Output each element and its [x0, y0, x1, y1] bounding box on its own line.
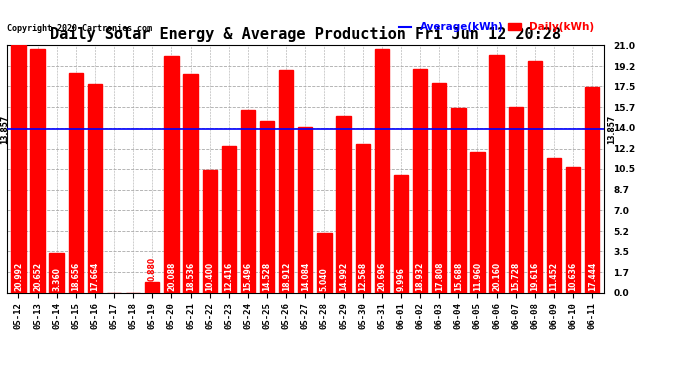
Text: 15.688: 15.688: [454, 262, 463, 291]
Text: 20.696: 20.696: [377, 262, 386, 291]
Bar: [317, 233, 332, 292]
Bar: [451, 108, 466, 292]
Bar: [30, 49, 45, 292]
Text: 15.728: 15.728: [511, 262, 520, 291]
Title: Daily Solar Energy & Average Production Fri Jun 12 20:28: Daily Solar Energy & Average Production …: [50, 27, 561, 42]
Bar: [164, 56, 179, 292]
Text: 11.960: 11.960: [473, 262, 482, 291]
Text: 20.992: 20.992: [14, 262, 23, 291]
Text: 12.416: 12.416: [224, 262, 233, 291]
Bar: [50, 253, 63, 292]
Bar: [375, 49, 389, 292]
Bar: [547, 158, 561, 292]
Bar: [585, 87, 600, 292]
Text: 17.664: 17.664: [90, 262, 99, 291]
Text: 9.996: 9.996: [397, 267, 406, 291]
Legend: Average(kWh), Daily(kWh): Average(kWh), Daily(kWh): [395, 18, 598, 36]
Text: 18.912: 18.912: [282, 262, 290, 291]
Text: 10.636: 10.636: [569, 262, 578, 291]
Text: 14.084: 14.084: [301, 262, 310, 291]
Text: 20.160: 20.160: [492, 262, 501, 291]
Text: 13.857: 13.857: [0, 114, 9, 144]
Text: 18.932: 18.932: [415, 262, 424, 291]
Bar: [279, 70, 293, 292]
Bar: [145, 282, 159, 292]
Bar: [184, 74, 198, 292]
Bar: [471, 152, 484, 292]
Text: 17.808: 17.808: [435, 262, 444, 291]
Bar: [413, 69, 427, 292]
Bar: [202, 170, 217, 292]
Text: 0.880: 0.880: [148, 257, 157, 281]
Text: 18.656: 18.656: [71, 262, 80, 291]
Bar: [528, 61, 542, 292]
Text: 5.040: 5.040: [320, 268, 329, 291]
Bar: [394, 175, 408, 292]
Bar: [298, 126, 313, 292]
Bar: [260, 121, 274, 292]
Bar: [509, 107, 523, 292]
Text: 12.568: 12.568: [358, 262, 367, 291]
Bar: [88, 84, 102, 292]
Text: 20.652: 20.652: [33, 262, 42, 291]
Text: 15.496: 15.496: [244, 262, 253, 291]
Text: 19.616: 19.616: [531, 262, 540, 291]
Text: 11.452: 11.452: [549, 262, 558, 291]
Bar: [11, 45, 26, 292]
Bar: [355, 144, 370, 292]
Bar: [432, 82, 446, 292]
Bar: [68, 73, 83, 292]
Text: 14.992: 14.992: [339, 262, 348, 291]
Text: 18.536: 18.536: [186, 262, 195, 291]
Text: 13.857: 13.857: [608, 114, 617, 144]
Text: 20.088: 20.088: [167, 262, 176, 291]
Bar: [221, 146, 236, 292]
Text: 17.444: 17.444: [588, 262, 597, 291]
Text: 10.400: 10.400: [205, 262, 214, 291]
Bar: [566, 167, 580, 292]
Bar: [337, 116, 351, 292]
Bar: [489, 55, 504, 292]
Text: 14.528: 14.528: [263, 262, 272, 291]
Bar: [241, 110, 255, 292]
Text: 3.360: 3.360: [52, 267, 61, 291]
Text: Copyright 2020 Cartronics.com: Copyright 2020 Cartronics.com: [7, 24, 152, 33]
